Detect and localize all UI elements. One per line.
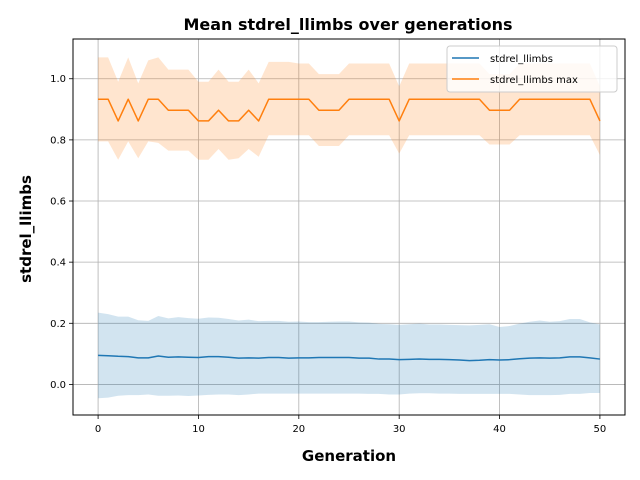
x-axis-ticks: 0 10 20 30 40 50 [95, 415, 606, 435]
series-lines [98, 98, 601, 362]
legend-label-series-2: stdrel_llimbs max [490, 75, 578, 86]
y-tick-label: 1.0 [50, 74, 66, 85]
y-tick-label: 0.6 [50, 197, 66, 208]
x-tick-label: 20 [292, 424, 305, 435]
chart-title: Mean stdrel_llimbs over generations [183, 15, 512, 34]
x-tick-label: 10 [192, 424, 205, 435]
y-tick-label: 0.8 [50, 135, 66, 146]
x-tick-label: 50 [594, 424, 607, 435]
grid [73, 39, 625, 415]
legend: stdrel_llimbs stdrel_llimbs max [446, 45, 618, 93]
y-axis-ticks: 0.0 0.2 0.4 0.6 0.8 1.0 [50, 74, 73, 391]
series-1-line [98, 354, 601, 362]
y-tick-label: 0.2 [50, 319, 66, 330]
x-tick-label: 40 [493, 424, 506, 435]
series-1-band [98, 312, 600, 399]
x-tick-label: 30 [393, 424, 406, 435]
legend-box [446, 45, 618, 93]
y-tick-label: 0.4 [50, 258, 66, 269]
legend-label-series-1: stdrel_llimbs [490, 54, 553, 65]
plot-frame [72, 38, 626, 416]
series-2-line [98, 98, 601, 122]
x-tick-label: 0 [95, 424, 101, 435]
x-axis-label: Generation [302, 447, 396, 465]
y-axis-label: stdrel_llimbs [17, 175, 35, 283]
y-tick-label: 0.0 [50, 380, 66, 391]
